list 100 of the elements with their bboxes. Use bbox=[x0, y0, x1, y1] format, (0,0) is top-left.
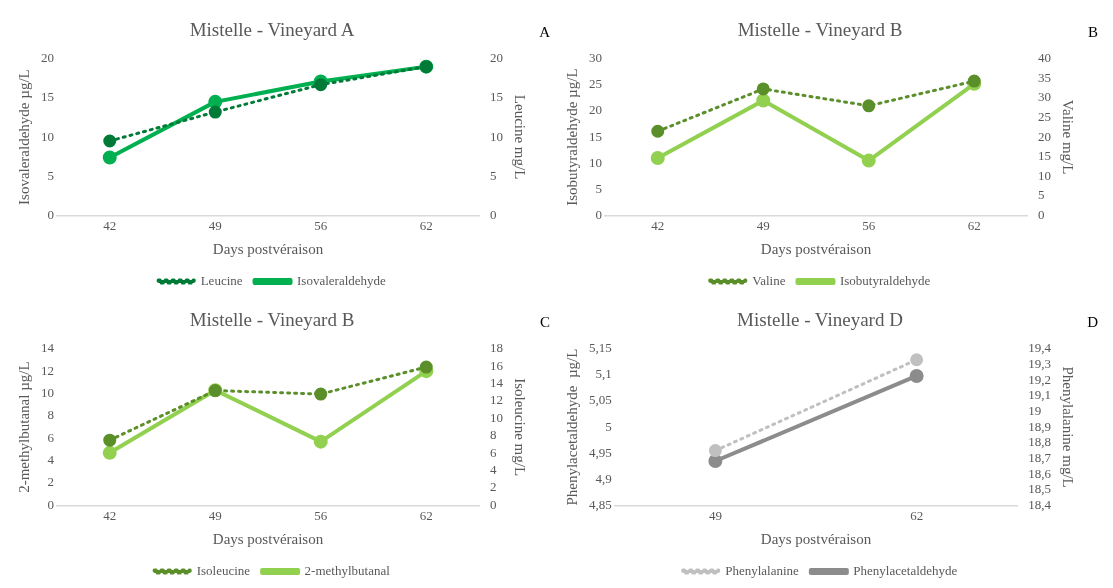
x-tick-label: 42 bbox=[651, 217, 665, 233]
x-axis-title: Days postvéraison bbox=[760, 240, 872, 257]
legend-label: Valine bbox=[752, 272, 786, 288]
y-tick-label: 30 bbox=[589, 50, 602, 66]
y-tick-label: 2 bbox=[47, 474, 54, 490]
legend-label: Isovaleraldehyde bbox=[297, 272, 387, 288]
y-tick-label: 0 bbox=[47, 496, 54, 512]
y2-tick-label: 16 bbox=[490, 357, 504, 373]
y-axis-title: Phenylacetaldehyde µg/L bbox=[563, 348, 580, 506]
text: B bbox=[1087, 24, 1098, 41]
y2-tick-label: 35 bbox=[1038, 69, 1051, 85]
y-axis-title: Isovaleraldehyde µg/L bbox=[15, 69, 32, 205]
y2-tick-label: 19 bbox=[1028, 402, 1042, 418]
y-tick-label: 20 bbox=[41, 50, 54, 66]
y2-tick-label: 19,4 bbox=[1028, 340, 1052, 356]
y2-tick-label: 5 bbox=[1038, 187, 1045, 203]
chart-title: Mistelle - Vineyard D bbox=[737, 309, 903, 331]
y-tick-label: 10 bbox=[589, 154, 602, 170]
x-tick-label: 42 bbox=[103, 507, 117, 523]
y2-tick-label: 0 bbox=[490, 206, 497, 222]
x-axis-title: Days postvéraison bbox=[212, 240, 324, 257]
y2-tick-label: 0 bbox=[490, 496, 497, 512]
y2-tick-label: 15 bbox=[490, 89, 503, 105]
y2-axis-title: Valine mg/L bbox=[1060, 99, 1077, 175]
y-tick-label: 12 bbox=[41, 362, 54, 378]
legend-label: Leucine bbox=[200, 272, 243, 288]
y2-tick-label: 19,2 bbox=[1028, 371, 1051, 387]
y2-tick-label: 18,4 bbox=[1028, 496, 1052, 512]
y2-tick-label: 18,9 bbox=[1028, 418, 1051, 434]
y2-tick-label: 10 bbox=[490, 409, 503, 425]
text: D bbox=[1087, 314, 1099, 331]
y2-tick-label: 19,1 bbox=[1028, 387, 1051, 403]
y2-tick-label: 18 bbox=[490, 340, 503, 356]
y-tick-label: 25 bbox=[589, 76, 602, 92]
legend-label: Isobutyraldehyde bbox=[839, 272, 931, 288]
y-tick-label: 6 bbox=[47, 429, 55, 445]
y2-tick-label: 10 bbox=[1038, 167, 1051, 183]
y-tick-label: 5 bbox=[595, 180, 602, 196]
x-tick-label: 56 bbox=[314, 217, 328, 233]
y2-tick-label: 12 bbox=[490, 392, 503, 408]
y2-axis-title: Leucine mg/L bbox=[512, 94, 529, 180]
y-tick-label: 4 bbox=[47, 452, 55, 468]
y-tick-label: 15 bbox=[41, 89, 54, 105]
y2-tick-label: 8 bbox=[490, 427, 497, 443]
y2-tick-label: 20 bbox=[490, 50, 503, 66]
y-tick-label: 4,85 bbox=[589, 496, 612, 512]
y-tick-label: 14 bbox=[41, 340, 55, 356]
y-tick-label: 5,15 bbox=[589, 340, 612, 356]
y-axis-title: Isobutyraldehyde µg/L bbox=[563, 68, 580, 206]
y2-tick-label: 20 bbox=[1038, 128, 1051, 144]
y-tick-label: 4,9 bbox=[595, 470, 612, 486]
y2-tick-label: 4 bbox=[490, 462, 497, 478]
x-tick-label: 62 bbox=[967, 217, 981, 233]
y2-tick-label: 40 bbox=[1038, 50, 1051, 66]
chart-title: Mistelle - Vineyard B bbox=[737, 19, 903, 41]
x-tick-label: 42 bbox=[103, 217, 117, 233]
x-axis-title: Days postvéraison bbox=[212, 530, 324, 547]
y2-tick-label: 15 bbox=[1038, 148, 1051, 164]
y-tick-label: 5,1 bbox=[595, 366, 612, 382]
y2-tick-label: 2 bbox=[490, 479, 497, 495]
y2-tick-label: 5 bbox=[490, 167, 497, 183]
y2-tick-label: 19,3 bbox=[1028, 355, 1051, 371]
y2-tick-label: 14 bbox=[490, 375, 504, 391]
legend-label: 2-methylbutanal bbox=[304, 562, 391, 578]
chart-title: Mistelle - Vineyard B bbox=[189, 309, 355, 331]
y-tick-label: 5,05 bbox=[589, 392, 612, 408]
x-tick-label: 62 bbox=[419, 507, 433, 523]
y-tick-label: 5 bbox=[605, 418, 612, 434]
y-tick-label: 10 bbox=[41, 384, 54, 400]
x-tick-label: 49 bbox=[208, 507, 222, 523]
y-tick-label: 4,95 bbox=[589, 444, 612, 460]
legend-label: Isoleucine bbox=[196, 562, 251, 578]
y2-tick-label: 18,6 bbox=[1028, 465, 1052, 481]
x-tick-label: 49 bbox=[708, 507, 722, 523]
legend-label: Phenylacetaldehyde bbox=[853, 562, 958, 578]
y-tick-label: 20 bbox=[589, 102, 602, 118]
x-tick-label: 56 bbox=[314, 507, 328, 523]
x-axis-title: Days postvéraison bbox=[760, 530, 872, 547]
y2-tick-label: 25 bbox=[1038, 108, 1051, 124]
y-axis-title: 2-methylbutanal µg/L bbox=[15, 361, 32, 493]
chart-title: Mistelle - Vineyard A bbox=[189, 19, 355, 41]
text: A bbox=[539, 24, 551, 41]
y2-axis-title: Phenylalanine mg/L bbox=[1060, 366, 1077, 488]
y-tick-label: 15 bbox=[589, 128, 602, 144]
y2-tick-label: 0 bbox=[1038, 206, 1045, 222]
x-tick-label: 62 bbox=[419, 217, 433, 233]
y2-tick-label: 18,5 bbox=[1028, 481, 1051, 497]
text: C bbox=[539, 314, 550, 331]
y2-tick-label: 30 bbox=[1038, 89, 1051, 105]
y2-tick-label: 18,8 bbox=[1028, 434, 1051, 450]
x-tick-label: 62 bbox=[910, 507, 924, 523]
y2-tick-label: 6 bbox=[490, 444, 497, 460]
x-tick-label: 56 bbox=[862, 217, 876, 233]
y2-tick-label: 10 bbox=[490, 128, 503, 144]
y2-axis-title: Isoleucine mg/L bbox=[512, 378, 529, 477]
x-tick-label: 49 bbox=[756, 217, 770, 233]
y-tick-label: 8 bbox=[47, 407, 54, 423]
legend-label: Phenylalanine bbox=[725, 562, 800, 578]
x-tick-label: 49 bbox=[208, 217, 222, 233]
y-tick-label: 0 bbox=[47, 206, 54, 222]
